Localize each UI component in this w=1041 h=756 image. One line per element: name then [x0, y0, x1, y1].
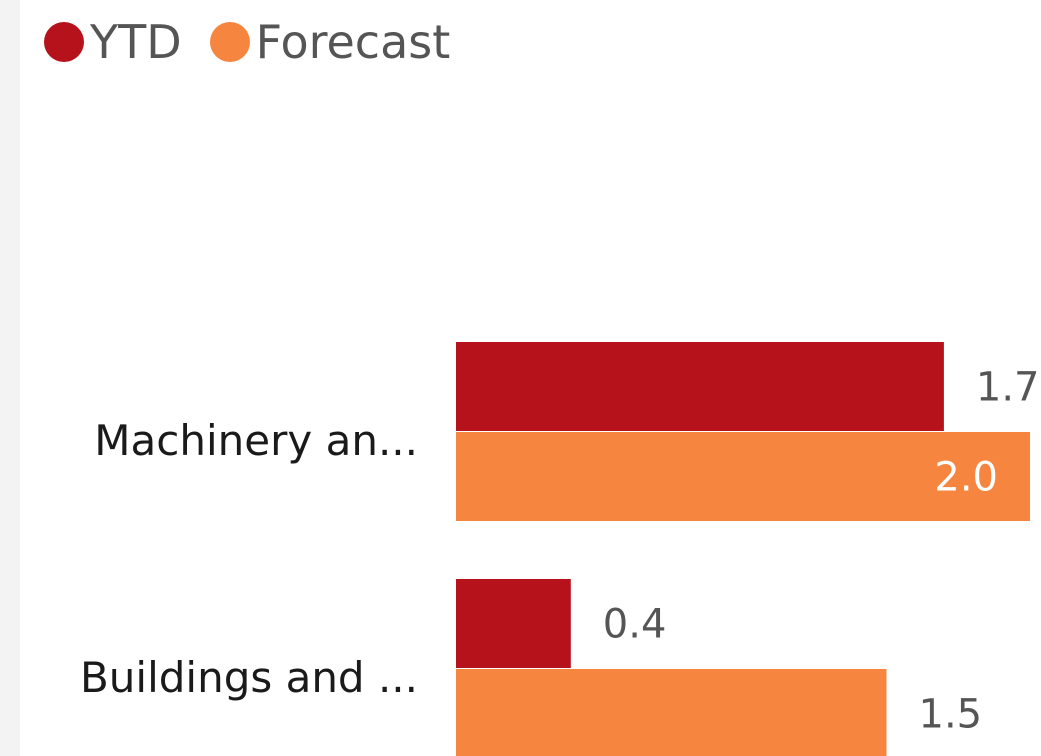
legend-label-forecast: Forecast — [255, 15, 451, 69]
bar-ytd[interactable] — [456, 342, 944, 431]
legend-label-ytd: YTD — [90, 15, 182, 69]
data-label-forecast: 1.5 — [919, 692, 983, 738]
bar-forecast[interactable] — [456, 669, 887, 756]
category-label: Machinery an... — [94, 416, 418, 465]
category-label: Buildings and ... — [80, 653, 418, 702]
legend: YTD Forecast — [44, 14, 478, 70]
data-label-ytd: 0.4 — [603, 602, 667, 648]
bar-ytd[interactable] — [456, 579, 571, 668]
legend-item-forecast[interactable]: Forecast — [209, 15, 451, 69]
legend-marker-ytd — [44, 22, 84, 62]
data-label-ytd: 1.7 — [976, 365, 1040, 411]
bar-forecast[interactable] — [456, 432, 1030, 521]
data-label-forecast: 2.0 — [934, 455, 998, 501]
legend-marker-forecast — [209, 22, 250, 62]
legend-item-ytd[interactable]: YTD — [44, 19, 182, 65]
left-panel-strip — [0, 0, 20, 756]
